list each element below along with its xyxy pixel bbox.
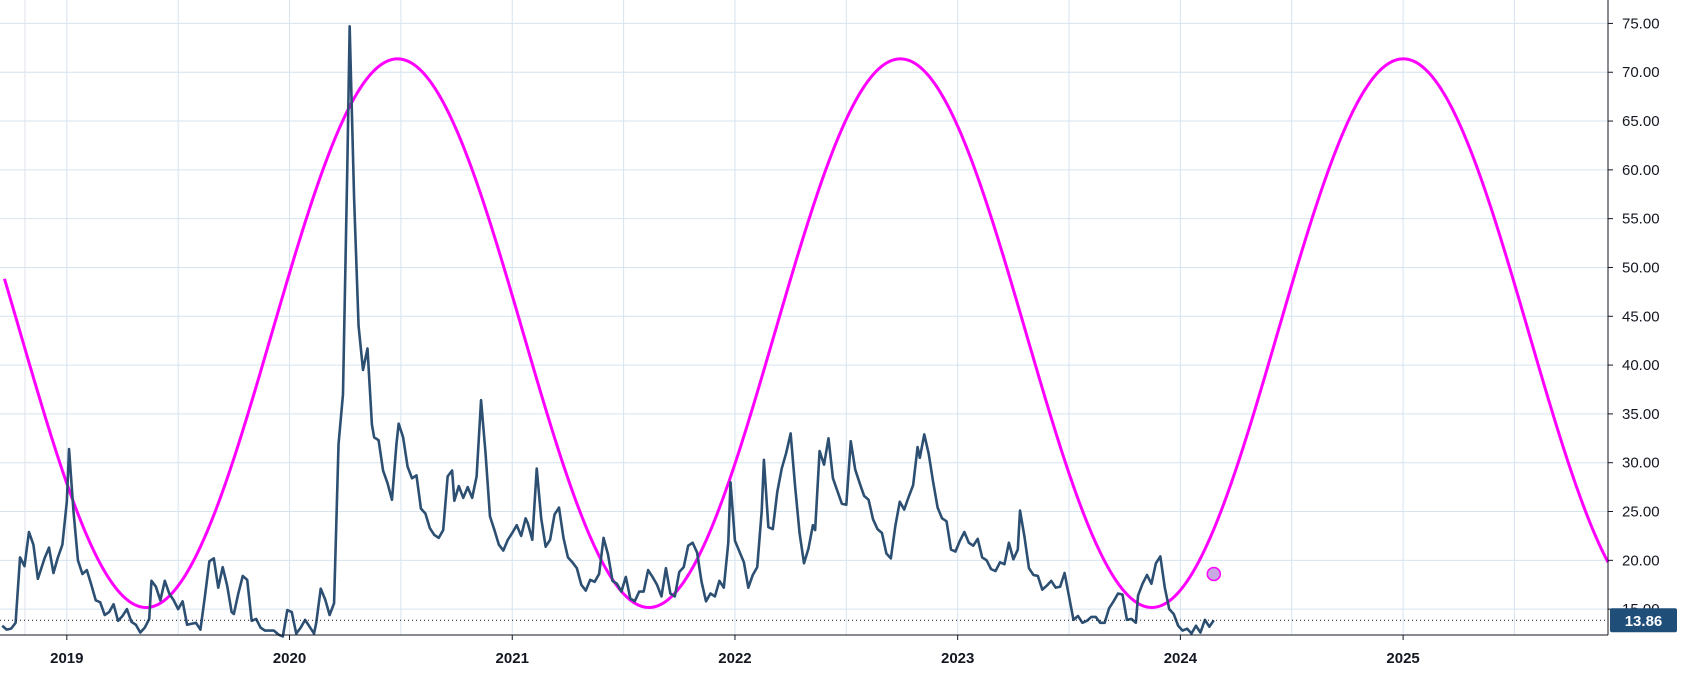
last-value-badge: 13.86 xyxy=(1610,608,1677,633)
cycle-marker[interactable] xyxy=(1206,566,1222,582)
x-tick-label: 2022 xyxy=(718,650,751,667)
last-value-badge-bg xyxy=(1610,608,1677,633)
y-tick-label: 25.00 xyxy=(1622,504,1660,521)
x-tick-label: 2023 xyxy=(941,650,974,667)
y-tick-label: 30.00 xyxy=(1622,455,1660,472)
plot-background xyxy=(0,0,1608,635)
y-tick-label: 35.00 xyxy=(1622,406,1660,423)
y-tick-label: 55.00 xyxy=(1622,211,1660,228)
y-tick-label: 45.00 xyxy=(1622,308,1660,325)
x-tick-label: 2025 xyxy=(1386,650,1419,667)
x-tick-label: 2024 xyxy=(1164,650,1198,667)
grid xyxy=(0,0,1608,635)
y-tick-label: 65.00 xyxy=(1622,113,1660,130)
y-tick-label: 75.00 xyxy=(1622,15,1660,32)
cycle-series-line xyxy=(3,57,1610,609)
x-tick-label: 2021 xyxy=(496,650,529,667)
last-value-badge-text: 13.86 xyxy=(1625,613,1663,630)
plot-area xyxy=(0,25,1610,638)
y-tick-label: 40.00 xyxy=(1622,357,1660,374)
price-series-line xyxy=(1,25,1215,638)
x-tick-label: 2019 xyxy=(50,650,83,667)
y-tick-label: 60.00 xyxy=(1622,162,1660,179)
y-tick-label: 70.00 xyxy=(1622,64,1660,81)
y-tick-label: 20.00 xyxy=(1622,552,1660,569)
x-tick-label: 2020 xyxy=(273,650,306,667)
y-tick-label: 50.00 xyxy=(1622,259,1660,276)
